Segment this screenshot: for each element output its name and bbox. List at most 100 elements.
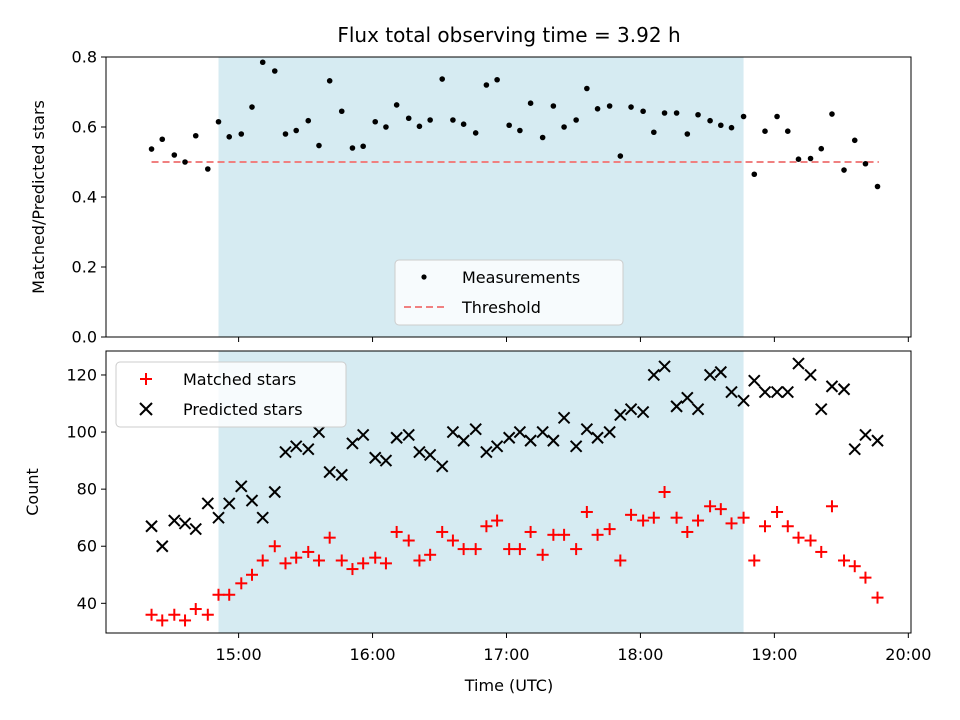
- predicted-star-point: [703, 368, 717, 382]
- measurement-point: [628, 104, 634, 110]
- measurement-point: [818, 145, 825, 152]
- matched-star-point: [235, 577, 248, 590]
- predicted-star-point: [469, 422, 482, 436]
- predicted-star-point: [647, 368, 661, 382]
- measurement-point: [751, 171, 758, 178]
- measurement-point: [349, 145, 356, 151]
- matched-star-point: [792, 531, 805, 544]
- matched-star-point: [369, 551, 382, 564]
- measurement-point: [684, 131, 691, 137]
- predicted-star-point: [302, 442, 315, 456]
- matched-star-point: [681, 525, 694, 538]
- measurement-point: [774, 113, 780, 120]
- measurement-point: [718, 122, 724, 129]
- predicted-star-point: [658, 360, 671, 373]
- predicted-star-point: [691, 403, 705, 416]
- matched-star-point: [424, 548, 437, 561]
- matched-star-point: [781, 520, 794, 533]
- measurement-point: [159, 136, 166, 143]
- matched-star-point: [848, 560, 861, 573]
- matched-star-point: [480, 520, 493, 533]
- predicted-star-point: [614, 408, 627, 422]
- predicted-star-point: [547, 434, 560, 447]
- measurement-point: [472, 130, 479, 136]
- predicted-star-point: [770, 385, 784, 399]
- matched-star-point: [637, 514, 650, 527]
- matched-star-point: [457, 543, 470, 556]
- matched-star-point: [402, 534, 415, 547]
- measurement-point: [271, 68, 278, 74]
- x-tick-label: 20:00: [885, 645, 931, 664]
- measurement-point: [841, 167, 847, 173]
- measurement-point: [640, 108, 646, 115]
- legend-marker-matched: [140, 373, 152, 385]
- matched-star-point: [446, 534, 459, 547]
- matched-star-point: [279, 557, 292, 570]
- matched-star-point: [759, 520, 772, 533]
- predicted-star-point: [792, 357, 805, 370]
- measurement-point: [326, 78, 333, 84]
- measurement-point: [204, 166, 211, 172]
- measurement-point: [862, 160, 869, 167]
- predicted-star-point: [201, 497, 215, 510]
- matched-star-point: [714, 503, 727, 516]
- matched-star-point: [692, 514, 705, 527]
- x-axis-label: Time (UTC): [464, 676, 553, 695]
- x-tick-label: 18:00: [617, 645, 663, 664]
- measurement-point: [372, 118, 379, 125]
- predicted-star-point: [312, 425, 326, 439]
- predicted-star-point: [681, 391, 694, 405]
- predicted-star-point: [670, 400, 683, 413]
- predicted-star-point: [346, 437, 359, 450]
- measurement-point: [226, 134, 233, 140]
- measurement-point: [427, 117, 433, 123]
- measurement-point: [460, 121, 467, 127]
- measurement-point: [305, 117, 312, 124]
- measurement-point: [573, 117, 579, 123]
- predicted-star-point: [848, 442, 861, 456]
- legend-label-threshold: Threshold: [461, 298, 541, 317]
- legend-marker-measurements: [421, 274, 427, 280]
- top-y-tick-label: 0.0: [72, 328, 97, 347]
- predicted-star-point: [624, 403, 638, 416]
- predicted-star-point: [413, 445, 426, 459]
- predicted-star-point: [289, 440, 303, 453]
- measurement-point: [550, 103, 557, 109]
- measurement-point: [829, 111, 835, 117]
- matched-star-point: [436, 525, 449, 538]
- bottom-y-ticks: 40 60 80 100 120: [66, 365, 106, 613]
- matched-star-point: [379, 557, 392, 570]
- matched-star-point: [804, 534, 817, 547]
- matched-star-point: [725, 517, 738, 530]
- measurement-point: [506, 122, 512, 129]
- matched-star-point: [670, 511, 683, 524]
- matched-star-point: [570, 543, 583, 556]
- measurement-point: [293, 127, 299, 134]
- predicted-star-point: [502, 431, 516, 444]
- measurement-point: [807, 155, 814, 162]
- predicted-star-point: [580, 422, 594, 436]
- matched-star-point: [591, 528, 604, 541]
- measurement-point: [215, 118, 222, 125]
- predicted-star-point: [268, 485, 281, 499]
- measurement-point: [182, 159, 188, 165]
- measurement-point: [539, 134, 546, 141]
- predicted-star-point: [569, 440, 583, 453]
- matched-star-point: [290, 551, 303, 564]
- measurement-point: [249, 104, 255, 110]
- matched-star-point: [603, 523, 616, 536]
- measurement-point: [238, 131, 245, 137]
- bot-y-tick-label: 60: [77, 537, 97, 556]
- matched-star-point: [357, 557, 370, 570]
- measurement-point: [450, 117, 456, 123]
- predicted-star-point: [178, 517, 192, 530]
- predicted-star-point: [536, 425, 549, 439]
- predicted-star-point: [480, 445, 493, 459]
- matched-star-point: [658, 486, 671, 498]
- predicted-star-point: [279, 445, 292, 459]
- measurement-point: [695, 111, 701, 118]
- matched-star-point: [647, 511, 660, 524]
- predicted-star-point: [815, 403, 828, 416]
- matched-star-point: [558, 528, 571, 541]
